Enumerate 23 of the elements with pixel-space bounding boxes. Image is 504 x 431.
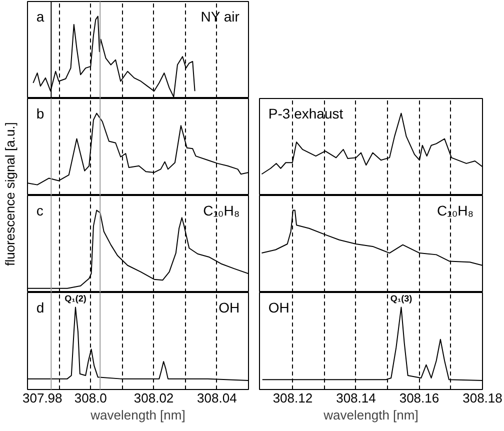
annotation: Q₁(3) xyxy=(390,293,412,304)
x-tick-label: 308.18 xyxy=(462,390,502,406)
annotation: d xyxy=(36,299,44,316)
annotation: C₁₀H₈ xyxy=(203,202,240,218)
x-tick-label: 308.04 xyxy=(197,390,237,406)
x-tick-label: 308.0 xyxy=(74,390,107,406)
annotation: OH xyxy=(268,299,290,316)
annotation: c xyxy=(36,202,44,218)
x-tick-label: 308.14 xyxy=(336,390,376,406)
x-tick-label: 308.02 xyxy=(134,390,174,406)
annotation: P-3 exhaust xyxy=(268,105,344,122)
annotation: C₁₀H₈ xyxy=(437,202,474,218)
annotation: NY air xyxy=(200,8,240,24)
x-tick-label: 308.16 xyxy=(399,390,440,406)
annotation: OH xyxy=(218,299,240,316)
x-axis-title: wavelength [nm] xyxy=(322,408,418,422)
annotation: b xyxy=(36,105,44,122)
x-axis-title: wavelength [nm] xyxy=(90,408,186,422)
x-tick-label: 307.98 xyxy=(22,390,62,406)
x-tick-label: 308.12 xyxy=(272,390,313,406)
annotation: Q₁(2) xyxy=(64,293,86,304)
annotation: a xyxy=(36,8,44,24)
y-axis-title: fluorescence signal [a.u.] xyxy=(2,122,19,266)
